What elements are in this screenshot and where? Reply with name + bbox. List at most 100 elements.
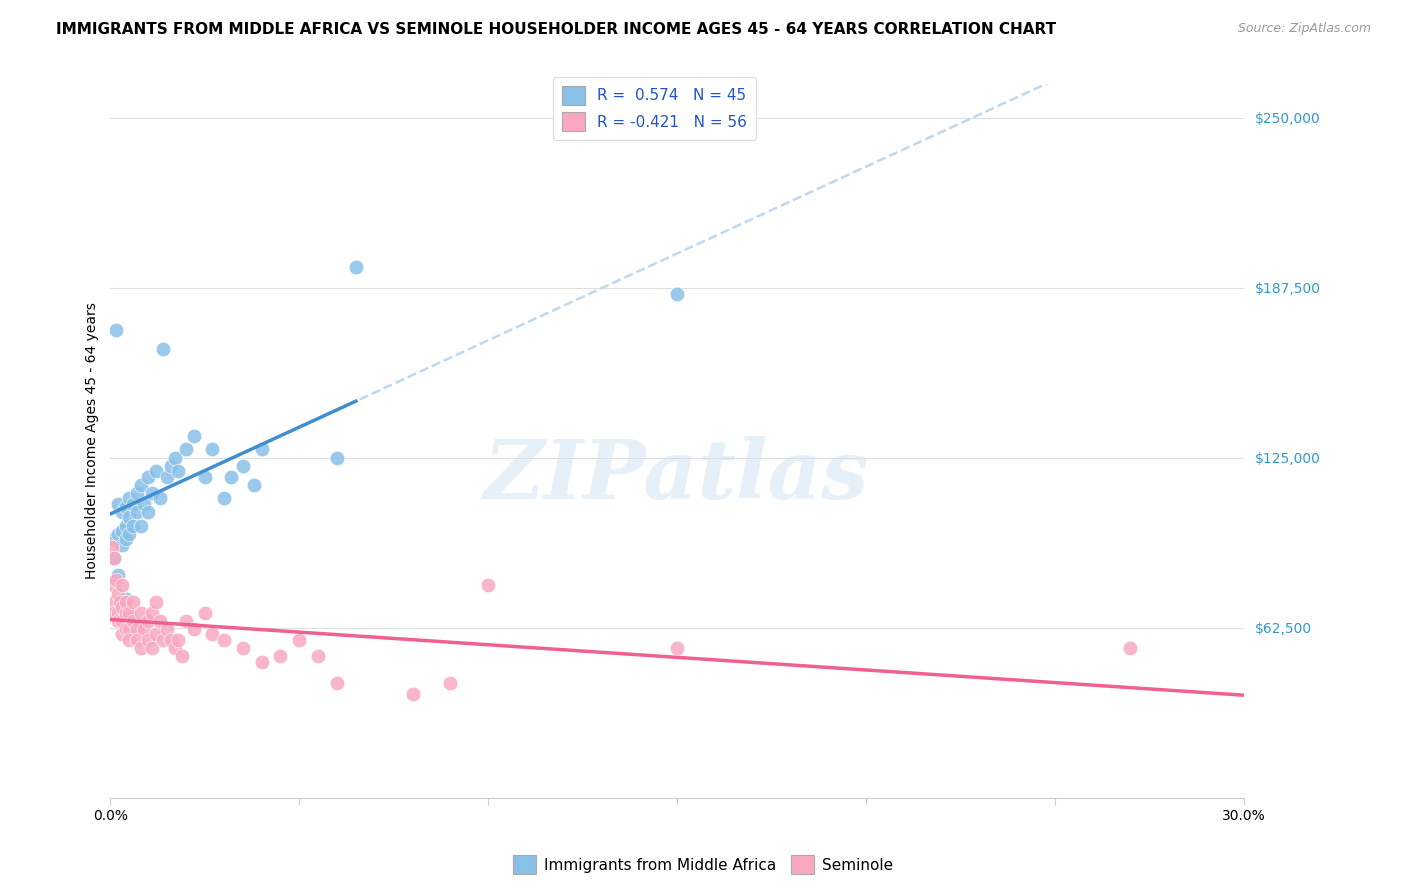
- Point: [107, 497, 129, 511]
- Point: [152, 342, 174, 356]
- Point: [125, 505, 148, 519]
- Legend: Immigrants from Middle Africa, Seminole: Immigrants from Middle Africa, Seminole: [508, 849, 898, 880]
- Point: [145, 627, 167, 641]
- Point: [156, 622, 179, 636]
- Point: [118, 526, 141, 541]
- Point: [194, 606, 217, 620]
- Point: [107, 587, 129, 601]
- Point: [666, 641, 689, 656]
- Point: [103, 551, 125, 566]
- Point: [250, 655, 273, 669]
- Point: [114, 606, 136, 620]
- Point: [174, 442, 197, 457]
- Point: [103, 606, 125, 620]
- Point: [125, 622, 148, 636]
- Point: [243, 478, 266, 492]
- Point: [1119, 641, 1142, 656]
- Point: [129, 478, 152, 492]
- Point: [129, 606, 152, 620]
- Point: [163, 450, 186, 465]
- Point: [269, 649, 291, 664]
- Point: [326, 450, 349, 465]
- Point: [103, 533, 125, 547]
- Point: [666, 287, 689, 301]
- Point: [401, 687, 423, 701]
- Point: [172, 649, 194, 664]
- Point: [148, 491, 170, 506]
- Point: [114, 592, 136, 607]
- Point: [167, 632, 190, 647]
- Point: [174, 614, 197, 628]
- Point: [129, 518, 152, 533]
- Point: [122, 497, 145, 511]
- Point: [114, 500, 136, 514]
- Legend: R =  0.574   N = 45, R = -0.421   N = 56: R = 0.574 N = 45, R = -0.421 N = 56: [553, 77, 756, 140]
- Point: [148, 614, 170, 628]
- Point: [307, 649, 329, 664]
- Point: [122, 595, 145, 609]
- Point: [105, 573, 128, 587]
- Point: [145, 464, 167, 478]
- Point: [118, 491, 141, 506]
- Text: IMMIGRANTS FROM MIDDLE AFRICA VS SEMINOLE HOUSEHOLDER INCOME AGES 45 - 64 YEARS : IMMIGRANTS FROM MIDDLE AFRICA VS SEMINOL…: [56, 22, 1056, 37]
- Point: [136, 632, 159, 647]
- Point: [103, 551, 125, 566]
- Point: [194, 469, 217, 483]
- Point: [122, 614, 145, 628]
- Point: [125, 632, 148, 647]
- Point: [103, 578, 125, 592]
- Point: [122, 518, 145, 533]
- Point: [160, 632, 183, 647]
- Point: [232, 641, 254, 656]
- Point: [156, 469, 179, 483]
- Point: [212, 491, 235, 506]
- Y-axis label: Householder Income Ages 45 - 64 years: Householder Income Ages 45 - 64 years: [86, 302, 100, 579]
- Point: [114, 622, 136, 636]
- Point: [160, 458, 183, 473]
- Point: [118, 606, 141, 620]
- Point: [250, 442, 273, 457]
- Point: [118, 632, 141, 647]
- Point: [103, 595, 125, 609]
- Point: [136, 614, 159, 628]
- Point: [107, 567, 129, 582]
- Point: [134, 497, 156, 511]
- Point: [152, 632, 174, 647]
- Point: [107, 526, 129, 541]
- Point: [136, 505, 159, 519]
- Point: [288, 632, 311, 647]
- Point: [114, 518, 136, 533]
- Point: [141, 641, 163, 656]
- Point: [101, 541, 124, 555]
- Point: [111, 600, 134, 615]
- Point: [141, 486, 163, 500]
- Point: [163, 641, 186, 656]
- Point: [141, 606, 163, 620]
- Point: [105, 323, 128, 337]
- Point: [118, 622, 141, 636]
- Point: [477, 578, 499, 592]
- Point: [439, 676, 461, 690]
- Point: [107, 614, 129, 628]
- Point: [107, 606, 129, 620]
- Point: [344, 260, 367, 275]
- Point: [111, 614, 134, 628]
- Point: [136, 469, 159, 483]
- Point: [145, 595, 167, 609]
- Point: [201, 627, 224, 641]
- Point: [326, 676, 349, 690]
- Point: [129, 641, 152, 656]
- Point: [232, 458, 254, 473]
- Text: ZIPatlas: ZIPatlas: [484, 436, 870, 516]
- Point: [212, 632, 235, 647]
- Point: [111, 505, 134, 519]
- Point: [183, 429, 205, 443]
- Point: [111, 627, 134, 641]
- Point: [134, 622, 156, 636]
- Point: [111, 538, 134, 552]
- Point: [183, 622, 205, 636]
- Point: [114, 533, 136, 547]
- Text: Source: ZipAtlas.com: Source: ZipAtlas.com: [1237, 22, 1371, 36]
- Point: [167, 464, 190, 478]
- Point: [201, 442, 224, 457]
